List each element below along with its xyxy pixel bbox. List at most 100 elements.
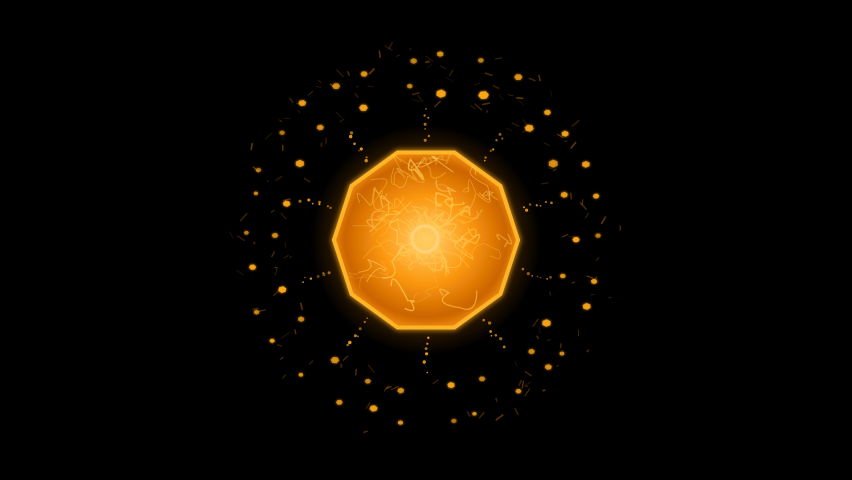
outer-wisp <box>295 102 298 105</box>
core-filament <box>422 229 447 253</box>
outer-wisp <box>514 407 519 416</box>
outer-wisp <box>474 103 483 111</box>
outer-wisp <box>270 251 276 258</box>
fragment-chip <box>298 372 304 377</box>
outer-wisp <box>384 45 393 52</box>
core-filament <box>370 178 389 211</box>
fragment-chip <box>298 100 307 107</box>
core-filament <box>412 275 439 303</box>
outer-wisp <box>289 255 292 259</box>
outer-wisp <box>270 209 275 214</box>
outer-wisp <box>368 67 376 75</box>
spoke-dot <box>501 137 504 140</box>
core-filament <box>425 153 451 179</box>
outer-wisp <box>557 133 564 139</box>
outer-wisp <box>356 85 359 88</box>
outer-wisp <box>272 289 280 297</box>
fragment-chip <box>410 58 417 64</box>
outer-wisp <box>354 368 358 376</box>
outer-wisp <box>538 327 541 334</box>
outer-wisp <box>385 385 392 390</box>
spoke-dot <box>302 281 305 283</box>
core-filament <box>432 201 465 223</box>
spoke-dot <box>502 345 506 349</box>
fragment-chip <box>397 420 404 425</box>
core-filament <box>358 259 386 283</box>
outer-wisp <box>367 364 375 373</box>
outer-wisp <box>495 414 504 421</box>
fragment-chip <box>335 399 343 405</box>
core-filament <box>390 278 415 312</box>
spoke-dot <box>490 334 493 337</box>
outer-wisp <box>505 127 513 132</box>
core-filament <box>393 154 415 185</box>
outer-wisp <box>481 102 491 106</box>
outer-wisp <box>398 392 401 395</box>
outer-wisp <box>236 235 246 242</box>
spoke-dot <box>348 340 352 345</box>
spoke-dot <box>353 334 357 338</box>
outer-wisp <box>570 119 580 128</box>
core-filament <box>352 221 392 237</box>
core-filament <box>359 260 389 289</box>
spoke-dot <box>427 116 430 119</box>
outer-wisp <box>303 177 311 183</box>
spoke-dot <box>499 337 503 341</box>
outer-wisp <box>417 94 424 103</box>
outer-wisp <box>383 385 390 392</box>
core-filament <box>380 195 401 217</box>
outer-wisp <box>484 72 493 77</box>
spoke-dot <box>535 204 538 207</box>
core-filament <box>449 227 477 242</box>
core-filament <box>376 211 395 224</box>
outer-wisp <box>518 379 523 387</box>
core-filament <box>389 201 417 241</box>
center-ring <box>410 224 440 254</box>
outer-wisp <box>335 111 342 118</box>
outer-wisp <box>547 167 553 170</box>
spoke-dot <box>311 202 314 205</box>
fragment-chip <box>548 159 558 168</box>
outer-wisp <box>390 385 399 391</box>
outer-wisp <box>524 385 528 387</box>
outer-wisp <box>409 47 412 51</box>
core-filament <box>423 197 442 220</box>
spoke-dot <box>539 204 542 207</box>
core-filament <box>409 242 433 262</box>
outer-wisp <box>281 332 290 340</box>
outer-wisp <box>538 74 542 82</box>
outer-wisp <box>396 54 400 57</box>
fragment-chip <box>253 191 259 196</box>
core-filament <box>439 288 478 310</box>
fragment-chip <box>436 89 446 98</box>
core-filament <box>356 186 388 206</box>
outer-wisp <box>586 275 594 279</box>
outer-wisp <box>297 109 301 114</box>
outer-wisp <box>388 41 394 50</box>
core-filament <box>435 205 471 229</box>
outer-wisp <box>579 201 588 211</box>
spoke-dot <box>426 371 429 374</box>
fragment-chip <box>298 316 305 322</box>
outer-wisp <box>535 335 540 340</box>
outer-wisp <box>362 430 368 434</box>
outer-wisp <box>346 70 351 76</box>
fragment-chip <box>271 233 279 238</box>
outer-wisp <box>516 96 524 100</box>
core-filament <box>471 243 501 261</box>
fragment-chip <box>542 319 551 327</box>
outer-wisp <box>542 389 546 392</box>
outer-wisp <box>294 329 297 335</box>
fragment-chip <box>243 230 249 235</box>
outer-wisp <box>528 77 536 82</box>
core-filament <box>390 167 425 188</box>
core-filament <box>366 210 388 233</box>
core-filament <box>348 272 377 279</box>
outer-wisp <box>522 129 527 134</box>
spoke-dot <box>346 343 350 347</box>
outer-wisp <box>253 241 256 245</box>
outer-wisp <box>556 364 560 368</box>
fragment-chip <box>477 58 484 63</box>
outer-wisp <box>569 192 573 200</box>
